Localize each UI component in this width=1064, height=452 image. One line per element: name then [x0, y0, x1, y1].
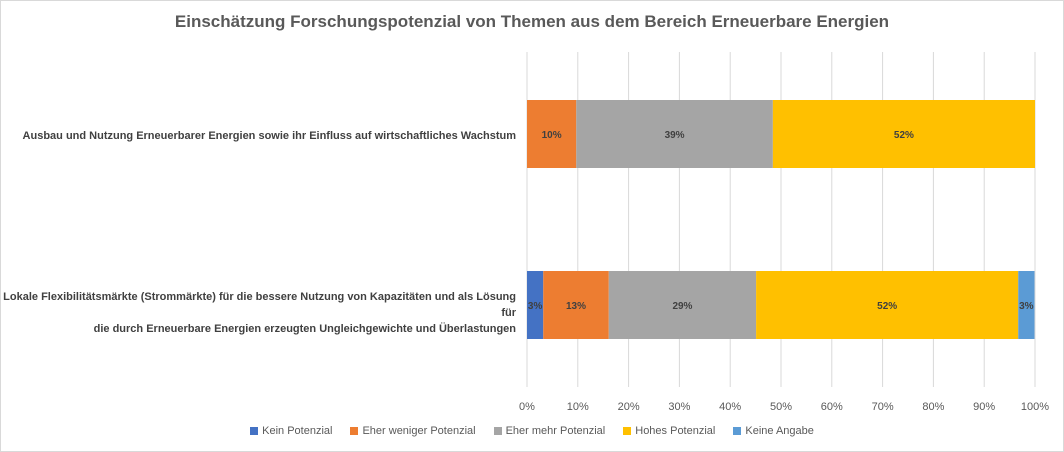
- x-tick-label: 10%: [567, 401, 589, 413]
- legend-item: Eher weniger Potenzial: [350, 425, 476, 437]
- data-label: 39%: [665, 130, 685, 141]
- legend-item: Kein Potenzial: [250, 425, 332, 437]
- x-tick-label: 70%: [872, 401, 894, 413]
- x-tick-label: 20%: [618, 401, 640, 413]
- x-tick-label: 80%: [922, 401, 944, 413]
- data-label: 3%: [528, 301, 543, 312]
- bar-segment: [608, 271, 757, 339]
- category-label-2-line-1: Lokale Flexibilitätsmärkte (Strommärkte)…: [3, 291, 516, 319]
- legend-swatch: [350, 427, 359, 435]
- x-tick-label: 0%: [519, 401, 535, 413]
- legend-label: Eher weniger Potenzial: [362, 425, 476, 437]
- x-tick-label: 50%: [770, 401, 792, 413]
- legend-swatch: [733, 427, 742, 435]
- data-label: 29%: [672, 301, 692, 312]
- data-label: 10%: [542, 130, 562, 141]
- data-label: 13%: [566, 301, 586, 312]
- category-label-2-line-2: die durch Erneuerbare Energien erzeugten…: [93, 323, 516, 335]
- category-label-1-line-1: Ausbau und Nutzung Erneuerbarer Energien…: [22, 130, 516, 142]
- bar-segment: [527, 271, 544, 339]
- bar-segment: [756, 271, 1019, 339]
- legend-swatch: [250, 427, 259, 435]
- legend-item: Keine Angabe: [733, 425, 814, 437]
- legend-label: Hohes Potenzial: [635, 425, 716, 437]
- legend-item: Hohes Potenzial: [623, 425, 715, 437]
- bar-segment: [576, 100, 773, 168]
- x-tick-label: 40%: [719, 401, 741, 413]
- data-label: 52%: [894, 130, 914, 141]
- data-label: 52%: [877, 301, 897, 312]
- category-label-1: Ausbau und Nutzung Erneuerbarer Energien…: [0, 128, 516, 144]
- x-tick-label: 100%: [1021, 401, 1049, 413]
- bar-segment: [772, 100, 1035, 168]
- legend-label: Keine Angabe: [745, 425, 814, 437]
- chart-title: Einschätzung Forschungspotenzial von The…: [174, 12, 890, 31]
- legend-swatch: [623, 427, 632, 435]
- x-tick-label: 90%: [973, 401, 995, 413]
- bar-segment: [543, 271, 609, 339]
- bar-segment: [527, 100, 577, 168]
- legend-label: Kein Potenzial: [262, 425, 333, 437]
- x-tick-label: 30%: [668, 401, 690, 413]
- legend-label: Eher mehr Potenzial: [505, 425, 606, 437]
- legend-item: Eher mehr Potenzial: [493, 425, 606, 437]
- legend: Kein Potenzial Eher weniger Potenzial Eher…: [0, 425, 1064, 437]
- x-tick-label: 60%: [821, 401, 843, 413]
- data-label: 3%: [1019, 301, 1034, 312]
- bar-segment: [1018, 271, 1035, 339]
- category-label-2: Lokale Flexibilitätsmärkte (Strommärkte)…: [0, 289, 516, 337]
- legend-swatch: [493, 427, 502, 435]
